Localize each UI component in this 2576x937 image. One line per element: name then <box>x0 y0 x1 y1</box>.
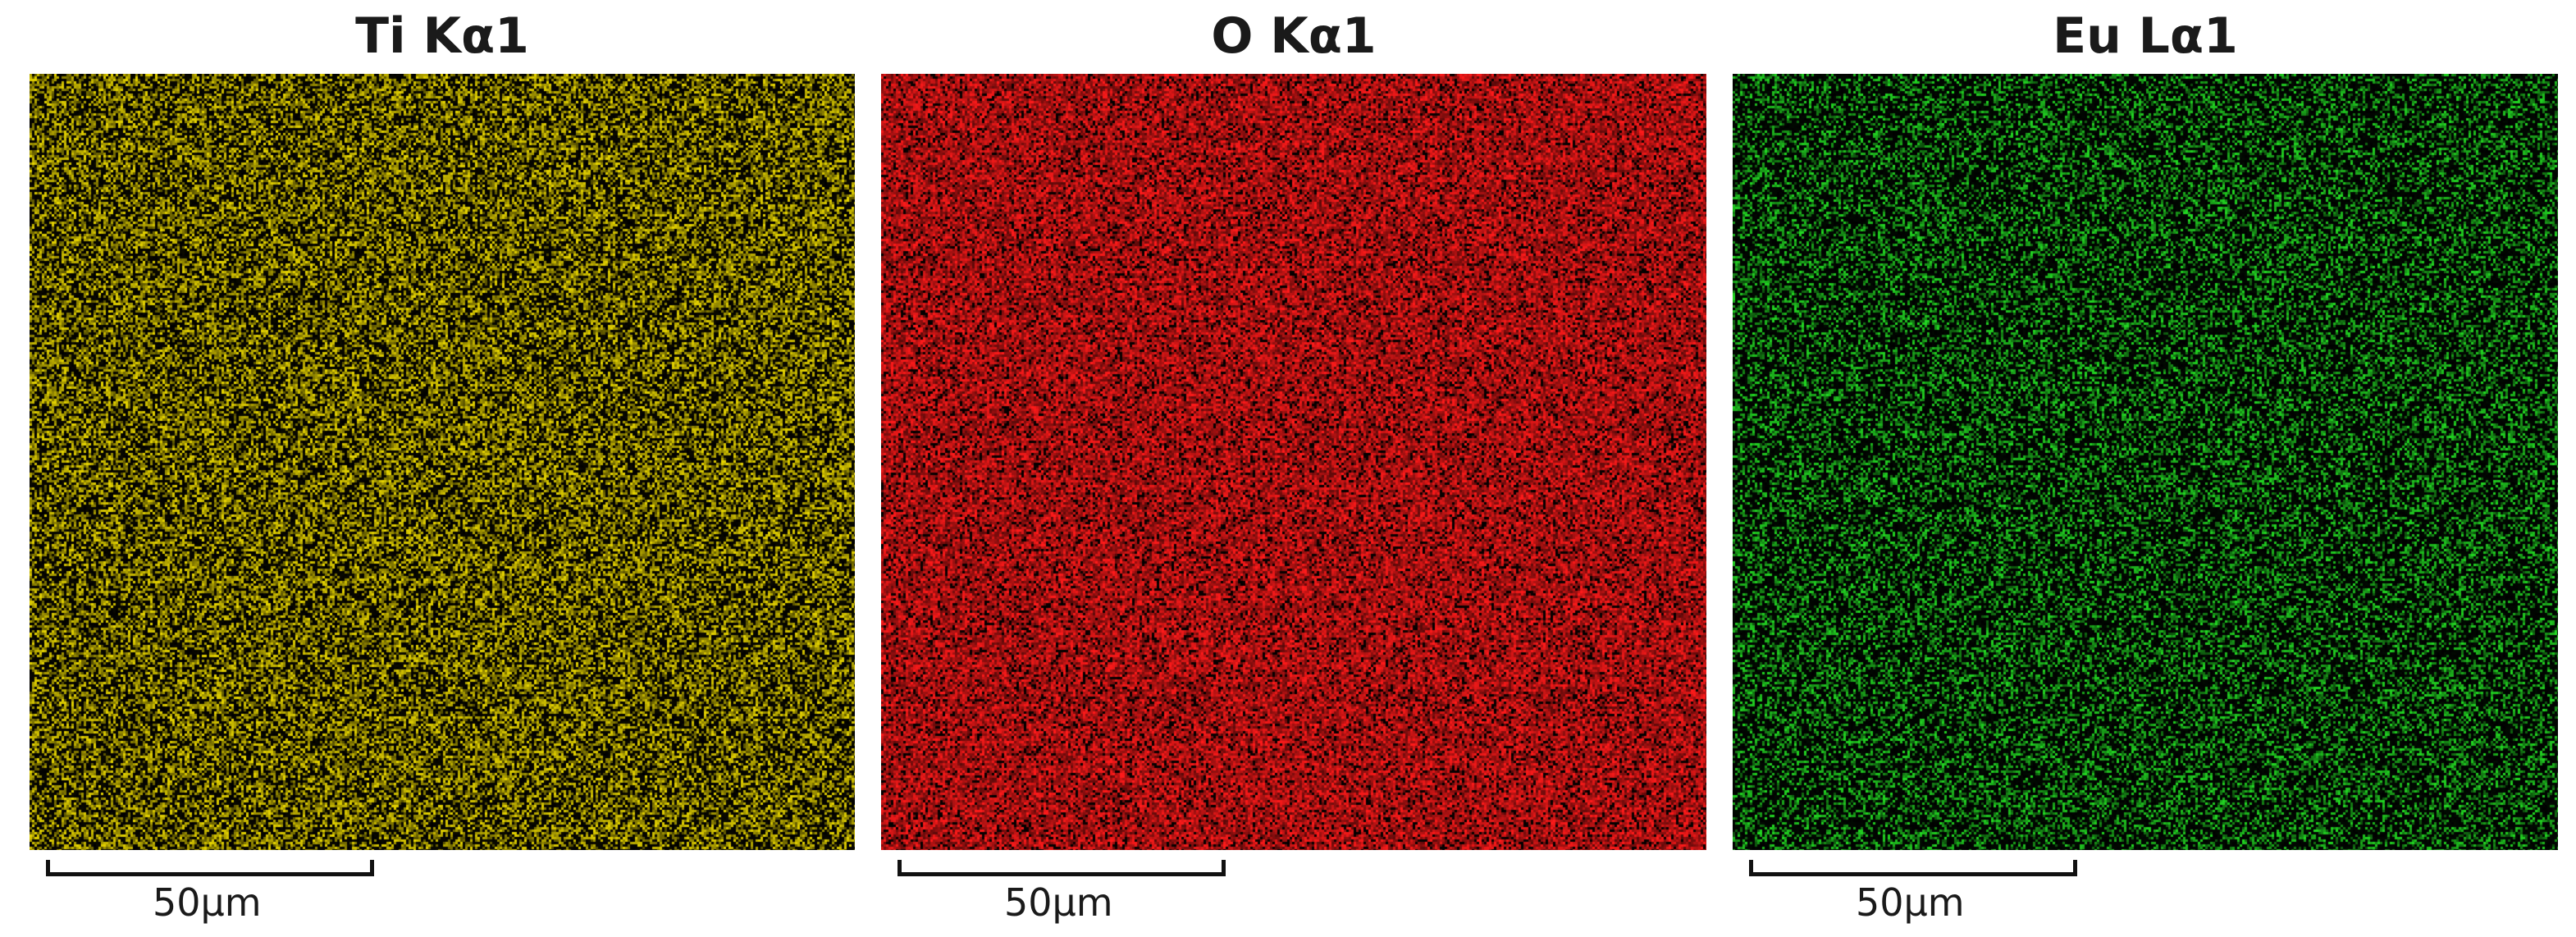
scale-bar-line <box>1749 860 2077 876</box>
scale-bar: 50μm <box>897 860 1258 934</box>
element-map-o <box>881 74 1706 850</box>
panel-o: O Kα1 50μm <box>881 0 1706 937</box>
panel-title: Ti Kα1 <box>355 7 529 65</box>
scale-bar: 50μm <box>46 860 407 934</box>
panel-title: Eu Lα1 <box>2053 7 2238 65</box>
panel-eu: Eu Lα1 50μm <box>1733 0 2558 937</box>
scale-bar-line <box>897 860 1226 876</box>
panel-title: O Kα1 <box>1211 7 1377 65</box>
element-map-eu <box>1733 74 2558 850</box>
panel-ti: Ti Kα1 50μm <box>30 0 855 937</box>
scale-bar-label: 50μm <box>153 880 262 925</box>
scale-bar-label: 50μm <box>1856 880 1965 925</box>
scale-bar-line <box>46 860 374 876</box>
element-map-ti <box>30 74 855 850</box>
scale-bar: 50μm <box>1749 860 2110 934</box>
scale-bar-label: 50μm <box>1004 880 1113 925</box>
